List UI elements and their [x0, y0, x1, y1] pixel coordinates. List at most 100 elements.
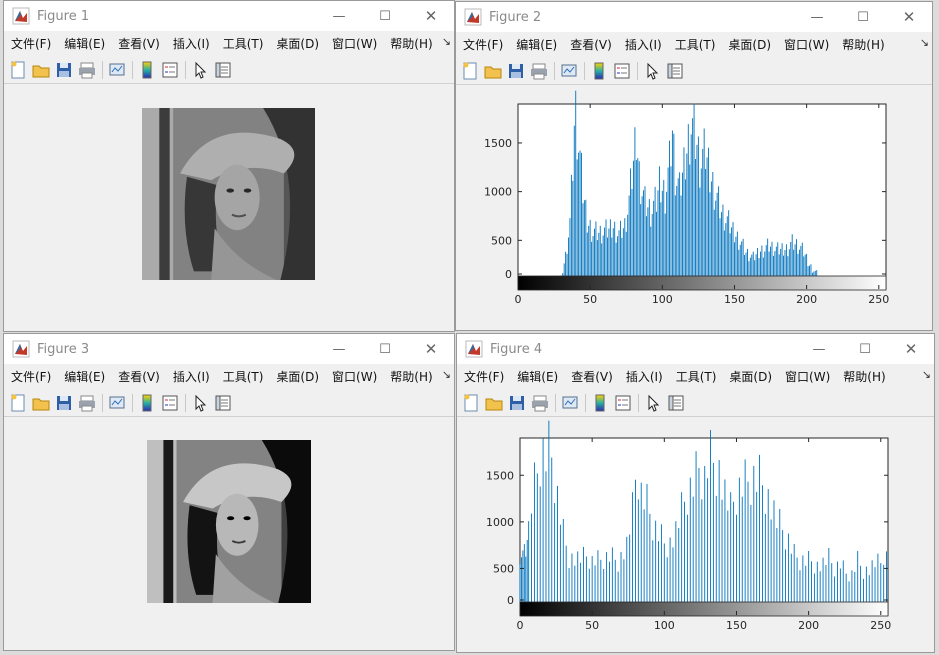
histogram-bar	[539, 486, 541, 615]
menu-help[interactable]: 帮助(H)	[842, 38, 885, 52]
open-icon[interactable]	[31, 393, 51, 413]
menu-view[interactable]: 查看(V)	[570, 38, 612, 52]
figure-1-window[interactable]: Figure 1 — ☐ ✕ 文件(F) 编辑(E) 查看(V) 插入(I) 工…	[3, 0, 455, 332]
legend-icon[interactable]	[613, 393, 633, 413]
legend-icon[interactable]	[612, 61, 632, 81]
menu-tools[interactable]: 工具(T)	[222, 37, 264, 51]
menu-window[interactable]: 窗口(W)	[332, 370, 378, 384]
property-editor-icon[interactable]	[665, 61, 685, 81]
minimize-button[interactable]: —	[332, 341, 346, 357]
print-icon[interactable]	[530, 393, 550, 413]
menu-edit[interactable]: 编辑(E)	[516, 38, 558, 52]
menu-overflow-icon[interactable]: ↘	[441, 35, 451, 48]
pointer-icon[interactable]	[643, 393, 663, 413]
histogram-bar	[661, 190, 663, 289]
maximize-button[interactable]: ☐	[379, 341, 391, 357]
menu-overflow-icon[interactable]: ↘	[441, 368, 451, 381]
menu-file[interactable]: 文件(F)	[11, 370, 52, 384]
close-button[interactable]: ✕	[902, 8, 916, 26]
menu-tools[interactable]: 工具(T)	[222, 370, 264, 384]
link-plot-icon[interactable]	[560, 393, 580, 413]
menu-file[interactable]: 文件(F)	[464, 370, 505, 384]
minimize-button[interactable]: —	[810, 9, 824, 25]
histogram-bar	[738, 249, 740, 289]
menu-view[interactable]: 查看(V)	[118, 37, 160, 51]
menu-edit[interactable]: 编辑(E)	[64, 37, 106, 51]
menu-view[interactable]: 查看(V)	[571, 370, 613, 384]
colorbar-icon[interactable]	[589, 61, 609, 81]
print-icon[interactable]	[77, 60, 97, 80]
colorbar-icon[interactable]	[590, 393, 610, 413]
figure-2-titlebar[interactable]: Figure 2 — ☐ ✕	[456, 2, 932, 32]
minimize-button[interactable]: —	[812, 341, 826, 357]
legend-icon[interactable]	[160, 393, 180, 413]
figure-3-titlebar[interactable]: Figure 3 — ☐ ✕	[4, 334, 454, 364]
open-icon[interactable]	[484, 393, 504, 413]
minimize-button[interactable]: —	[332, 8, 346, 24]
menu-desktop[interactable]: 桌面(D)	[276, 37, 320, 51]
save-icon[interactable]	[54, 60, 74, 80]
pointer-icon[interactable]	[190, 393, 210, 413]
property-editor-icon[interactable]	[213, 393, 233, 413]
menu-help[interactable]: 帮助(H)	[390, 370, 433, 384]
menu-tools[interactable]: 工具(T)	[674, 38, 716, 52]
menu-view[interactable]: 查看(V)	[118, 370, 160, 384]
link-plot-icon[interactable]	[559, 61, 579, 81]
figure-4-titlebar[interactable]: Figure 4 — ☐ ✕	[457, 334, 934, 364]
new-figure-icon[interactable]	[8, 60, 28, 80]
pointer-icon[interactable]	[642, 61, 662, 81]
menu-tools[interactable]: 工具(T)	[675, 370, 717, 384]
save-icon[interactable]	[506, 61, 526, 81]
menu-desktop[interactable]: 桌面(D)	[728, 38, 772, 52]
histogram-bar	[806, 253, 808, 289]
menu-overflow-icon[interactable]: ↘	[921, 368, 931, 381]
print-icon[interactable]	[529, 61, 549, 81]
histogram-bar	[594, 565, 596, 615]
menu-insert[interactable]: 插入(I)	[172, 370, 210, 384]
property-editor-icon[interactable]	[666, 393, 686, 413]
histogram-bar	[562, 518, 564, 615]
menu-desktop[interactable]: 桌面(D)	[276, 370, 320, 384]
close-button[interactable]: ✕	[424, 7, 438, 25]
figure-2-menubar: 文件(F) 编辑(E) 查看(V) 插入(I) 工具(T) 桌面(D) 窗口(W…	[456, 32, 932, 57]
colorbar-icon[interactable]	[137, 393, 157, 413]
menu-window[interactable]: 窗口(W)	[332, 37, 378, 51]
open-icon[interactable]	[483, 61, 503, 81]
new-figure-icon[interactable]	[460, 61, 480, 81]
menu-insert[interactable]: 插入(I)	[624, 38, 662, 52]
menu-edit[interactable]: 编辑(E)	[64, 370, 106, 384]
print-icon[interactable]	[77, 393, 97, 413]
menu-desktop[interactable]: 桌面(D)	[729, 370, 773, 384]
new-figure-icon[interactable]	[8, 393, 28, 413]
maximize-button[interactable]: ☐	[857, 9, 869, 25]
menu-file[interactable]: 文件(F)	[11, 37, 52, 51]
menu-window[interactable]: 窗口(W)	[785, 370, 831, 384]
open-icon[interactable]	[31, 60, 51, 80]
save-icon[interactable]	[54, 393, 74, 413]
link-plot-icon[interactable]	[107, 60, 127, 80]
menu-help[interactable]: 帮助(H)	[843, 370, 886, 384]
pointer-icon[interactable]	[190, 60, 210, 80]
menu-insert[interactable]: 插入(I)	[625, 370, 663, 384]
save-icon[interactable]	[507, 393, 527, 413]
close-button[interactable]: ✕	[904, 340, 918, 358]
close-button[interactable]: ✕	[424, 340, 438, 358]
figure-1-titlebar[interactable]: Figure 1 — ☐ ✕	[4, 1, 454, 31]
menu-help[interactable]: 帮助(H)	[390, 37, 433, 51]
property-editor-icon[interactable]	[213, 60, 233, 80]
legend-icon[interactable]	[160, 60, 180, 80]
figure-2-window[interactable]: Figure 2 — ☐ ✕ 文件(F) 编辑(E) 查看(V) 插入(I) 工…	[455, 1, 933, 331]
menu-window[interactable]: 窗口(W)	[784, 38, 830, 52]
histogram-bar	[548, 420, 550, 615]
figure-3-window[interactable]: Figure 3 — ☐ ✕ 文件(F) 编辑(E) 查看(V) 插入(I) 工…	[3, 333, 455, 651]
colorbar-icon[interactable]	[137, 60, 157, 80]
menu-edit[interactable]: 编辑(E)	[517, 370, 559, 384]
menu-insert[interactable]: 插入(I)	[172, 37, 210, 51]
maximize-button[interactable]: ☐	[379, 8, 391, 24]
new-figure-icon[interactable]	[461, 393, 481, 413]
maximize-button[interactable]: ☐	[859, 341, 871, 357]
menu-file[interactable]: 文件(F)	[463, 38, 504, 52]
figure-4-window[interactable]: Figure 4 — ☐ ✕ 文件(F) 编辑(E) 查看(V) 插入(I) 工…	[456, 333, 935, 653]
menu-overflow-icon[interactable]: ↘	[919, 36, 929, 49]
link-plot-icon[interactable]	[107, 393, 127, 413]
